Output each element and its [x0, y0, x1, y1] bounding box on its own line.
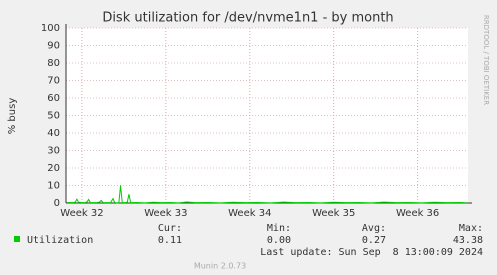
y-tick-label: 50 — [47, 111, 60, 122]
legend-swatch — [14, 236, 20, 242]
stat-value: 0.27 — [362, 235, 386, 246]
y-tick-label: 10 — [47, 181, 60, 192]
y-tick-label: 60 — [47, 93, 60, 104]
x-tick-label: Week 36 — [396, 208, 439, 219]
y-axis-label: % busy — [7, 98, 18, 135]
stat-value: 0.11 — [158, 235, 182, 246]
x-tick-label: Week 32 — [60, 208, 103, 219]
legend-label: Utilization — [27, 235, 93, 246]
last-update: Last update: Sun Sep 8 13:00:09 2024 — [260, 247, 483, 258]
x-tick-label: Week 34 — [228, 208, 271, 219]
y-tick-label: 70 — [47, 76, 60, 87]
y-tick-label: 90 — [47, 41, 60, 52]
side-text: RRDTOOL / TOBI OETIKER — [482, 15, 490, 105]
x-tick-label: Week 35 — [312, 208, 355, 219]
y-tick-label: 100 — [41, 23, 60, 34]
stat-value: 43.38 — [453, 235, 483, 246]
stat-header: Min: — [267, 223, 291, 234]
y-tick-label: 0 — [54, 198, 60, 209]
data-line — [66, 185, 467, 204]
y-tick-label: 20 — [47, 163, 60, 174]
y-tick-label: 40 — [47, 128, 60, 139]
chart-title: Disk utilization for /dev/nvme1n1 - by m… — [102, 11, 393, 26]
stat-header: Avg: — [362, 223, 386, 234]
stat-header: Cur: — [158, 223, 182, 234]
stat-header: Max: — [459, 223, 483, 234]
x-tick-label: Week 33 — [144, 208, 187, 219]
y-tick-label: 30 — [47, 146, 60, 157]
stat-value: 0.00 — [267, 235, 291, 246]
footer: Munin 2.0.73 — [194, 262, 246, 271]
y-tick-label: 80 — [47, 58, 60, 69]
